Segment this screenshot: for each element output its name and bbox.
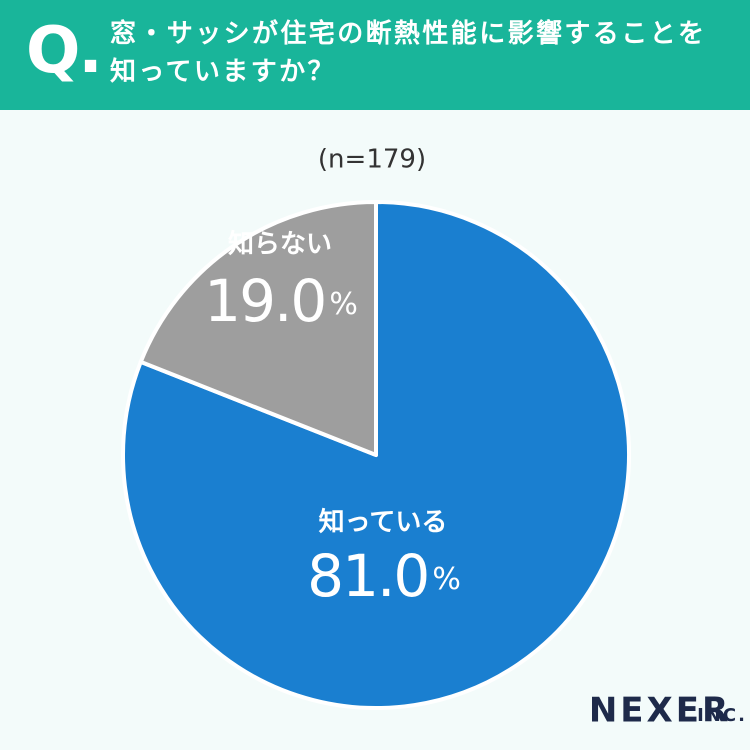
logo-suffix: INC. bbox=[697, 705, 747, 726]
header: Q. 窓・サッシが住宅の断熱性能に影響することを知っていますか？ bbox=[0, 0, 750, 110]
slice-label: 知らない bbox=[228, 230, 332, 260]
value-label: 81.0% bbox=[307, 542, 459, 610]
subtitle: (n=179) bbox=[318, 145, 426, 175]
chart-title: 窓・サッシが住宅の断熱性能に影響することを知っていますか？ bbox=[110, 19, 707, 87]
pie-slice bbox=[138, 200, 378, 457]
logo: NEXER bbox=[589, 691, 731, 731]
slice-label: 知っている bbox=[319, 508, 448, 538]
question-label: Q. bbox=[26, 14, 103, 88]
value-label: 19.0% bbox=[204, 267, 356, 335]
